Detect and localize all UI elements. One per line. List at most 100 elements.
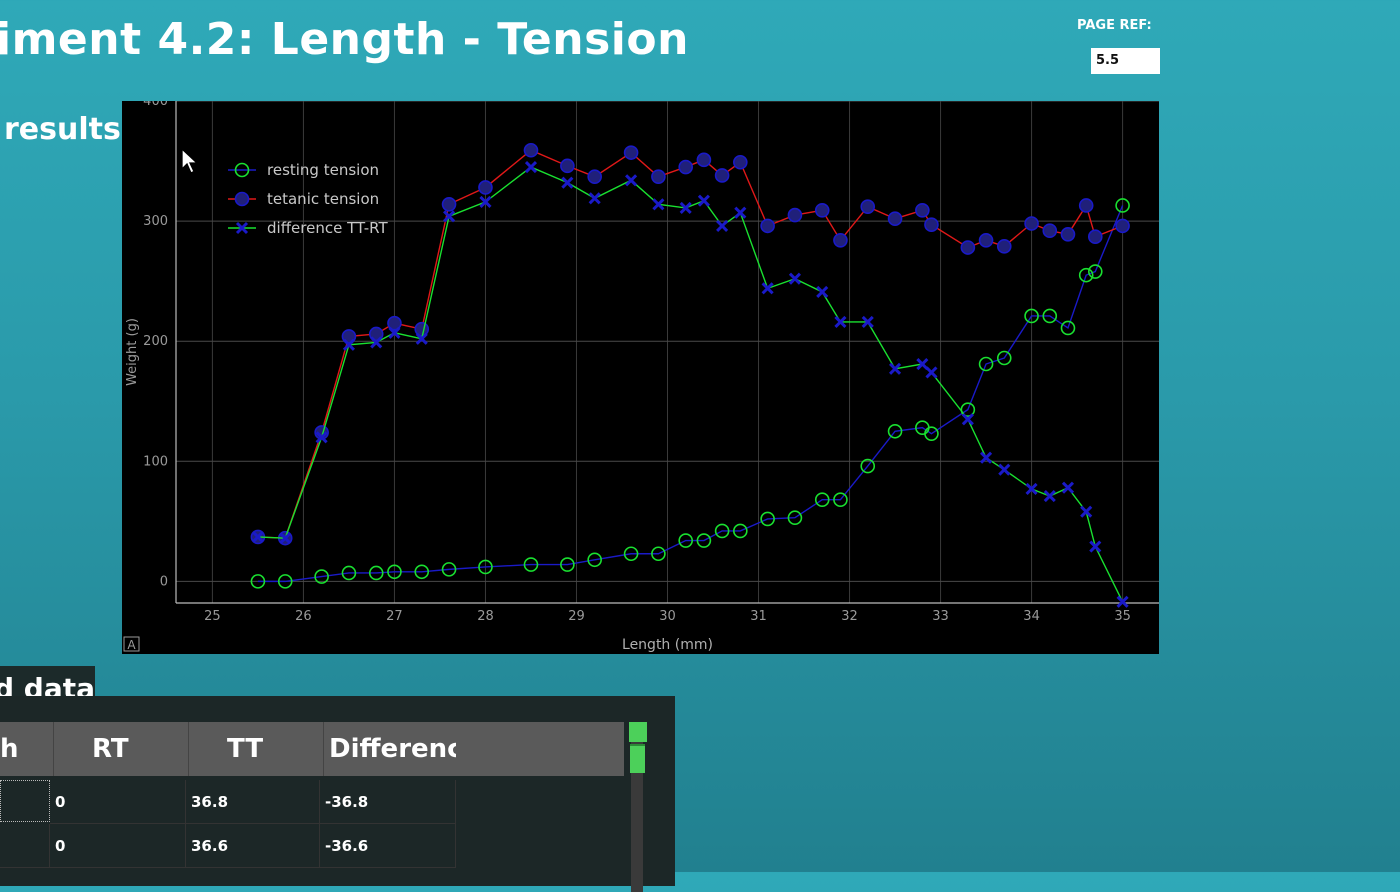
data-point xyxy=(1115,198,1130,213)
scrollbar-thumb[interactable] xyxy=(630,744,645,773)
cell-rt[interactable]: 0 xyxy=(50,780,186,824)
data-point xyxy=(235,221,249,235)
data-point xyxy=(816,285,829,299)
data-point xyxy=(924,217,939,232)
column-header-difference[interactable]: Differenc xyxy=(329,734,456,764)
y-tick-label: 200 xyxy=(143,334,168,349)
data-point xyxy=(388,326,401,339)
data-point xyxy=(980,451,993,464)
x-tick-label: 28 xyxy=(477,609,494,624)
table-row[interactable]: 0 36.8 -36.8 xyxy=(0,780,456,824)
data-point xyxy=(341,565,357,581)
y-tick-label: 400 xyxy=(143,101,168,109)
mouse-cursor-icon xyxy=(181,148,199,174)
cell-rt[interactable]: 0 xyxy=(50,824,186,868)
data-point xyxy=(314,569,329,584)
table-header: h RT TT Differenc xyxy=(0,722,624,776)
data-point xyxy=(924,426,939,441)
data-point xyxy=(887,211,903,226)
data-point xyxy=(761,282,774,295)
cell-tt[interactable]: 36.6 xyxy=(186,824,320,868)
series-line xyxy=(257,205,1124,583)
data-point xyxy=(833,233,848,248)
cell-difference[interactable]: -36.8 xyxy=(320,780,456,824)
data-point xyxy=(734,206,747,219)
data-point xyxy=(888,362,902,375)
data-point xyxy=(523,142,539,158)
column-header-rt[interactable]: RT xyxy=(54,722,189,776)
data-point xyxy=(916,357,929,371)
data-point xyxy=(651,546,666,562)
corner-box xyxy=(123,636,140,652)
cell-tt[interactable]: 36.8 xyxy=(186,780,320,824)
data-point xyxy=(1024,216,1039,231)
data-point xyxy=(415,332,428,345)
data-point xyxy=(861,315,874,329)
chart-legend: resting tension tetanic tension difference… xyxy=(228,161,388,237)
data-point xyxy=(1087,229,1103,245)
data-point xyxy=(387,564,402,580)
data-point xyxy=(523,557,539,572)
legend-label: tetanic tension xyxy=(267,190,379,208)
data-point xyxy=(234,191,250,207)
x-tick-label: 27 xyxy=(386,609,403,624)
cell-difference[interactable]: -36.6 xyxy=(320,824,456,868)
y-tick-label: 100 xyxy=(143,454,168,469)
series-tetanic-tension xyxy=(250,142,1130,546)
x-tick-label: 31 xyxy=(750,609,767,624)
series-line xyxy=(257,149,1123,539)
data-table: h RT TT Differenc 0 36.8 -36.8 0 36.6 -3… xyxy=(0,696,675,892)
page-ref-label: PAGE REF: xyxy=(1077,18,1152,33)
table-row[interactable]: 0 36.6 -36.6 xyxy=(0,824,456,868)
page-title: iment 4.2: Length - Tension xyxy=(0,14,689,65)
data-point xyxy=(678,159,694,175)
data-point xyxy=(441,562,457,577)
data-point xyxy=(1042,223,1058,239)
column-header-length[interactable]: h xyxy=(0,722,54,776)
data-point xyxy=(1080,505,1093,518)
data-point xyxy=(960,402,976,417)
data-point xyxy=(623,546,639,562)
column-header-tt[interactable]: TT xyxy=(189,722,324,776)
data-point xyxy=(714,168,730,183)
page-ref-field[interactable]: 5.5 xyxy=(1091,48,1160,74)
data-point xyxy=(996,239,1012,254)
x-tick-label: 26 xyxy=(295,609,312,624)
data-point xyxy=(716,219,729,232)
data-point xyxy=(561,176,574,189)
legend-label: resting tension xyxy=(267,161,379,179)
data-point xyxy=(961,413,974,426)
data-point xyxy=(251,530,264,544)
x-tick-label: 33 xyxy=(932,609,949,624)
data-point xyxy=(1043,490,1056,503)
cell-length[interactable] xyxy=(0,824,50,868)
data-point xyxy=(234,162,250,178)
legend-label: difference TT-RT xyxy=(267,219,388,237)
data-point xyxy=(1078,267,1094,283)
data-point xyxy=(696,152,712,168)
x-tick-label: 30 xyxy=(659,609,676,624)
cell-length[interactable] xyxy=(0,780,50,822)
data-point xyxy=(1078,198,1094,213)
data-point xyxy=(860,199,876,214)
data-point xyxy=(560,557,575,572)
data-point xyxy=(833,492,848,508)
data-point xyxy=(623,145,639,160)
data-point xyxy=(714,523,730,539)
data-point xyxy=(414,564,430,580)
data-point xyxy=(560,158,575,174)
data-point xyxy=(996,350,1012,366)
scrollbar-up-button[interactable] xyxy=(629,722,647,742)
x-tick-label: 32 xyxy=(841,609,858,624)
data-point xyxy=(925,366,938,379)
data-point xyxy=(524,160,538,174)
series-resting-tension xyxy=(250,198,1130,589)
data-point xyxy=(733,154,748,170)
corner-label: A xyxy=(127,638,136,652)
data-point xyxy=(1060,320,1076,336)
data-point xyxy=(787,207,803,223)
data-point xyxy=(368,565,384,581)
data-point xyxy=(370,336,383,349)
data-point xyxy=(442,210,456,223)
data-point xyxy=(1060,227,1076,242)
